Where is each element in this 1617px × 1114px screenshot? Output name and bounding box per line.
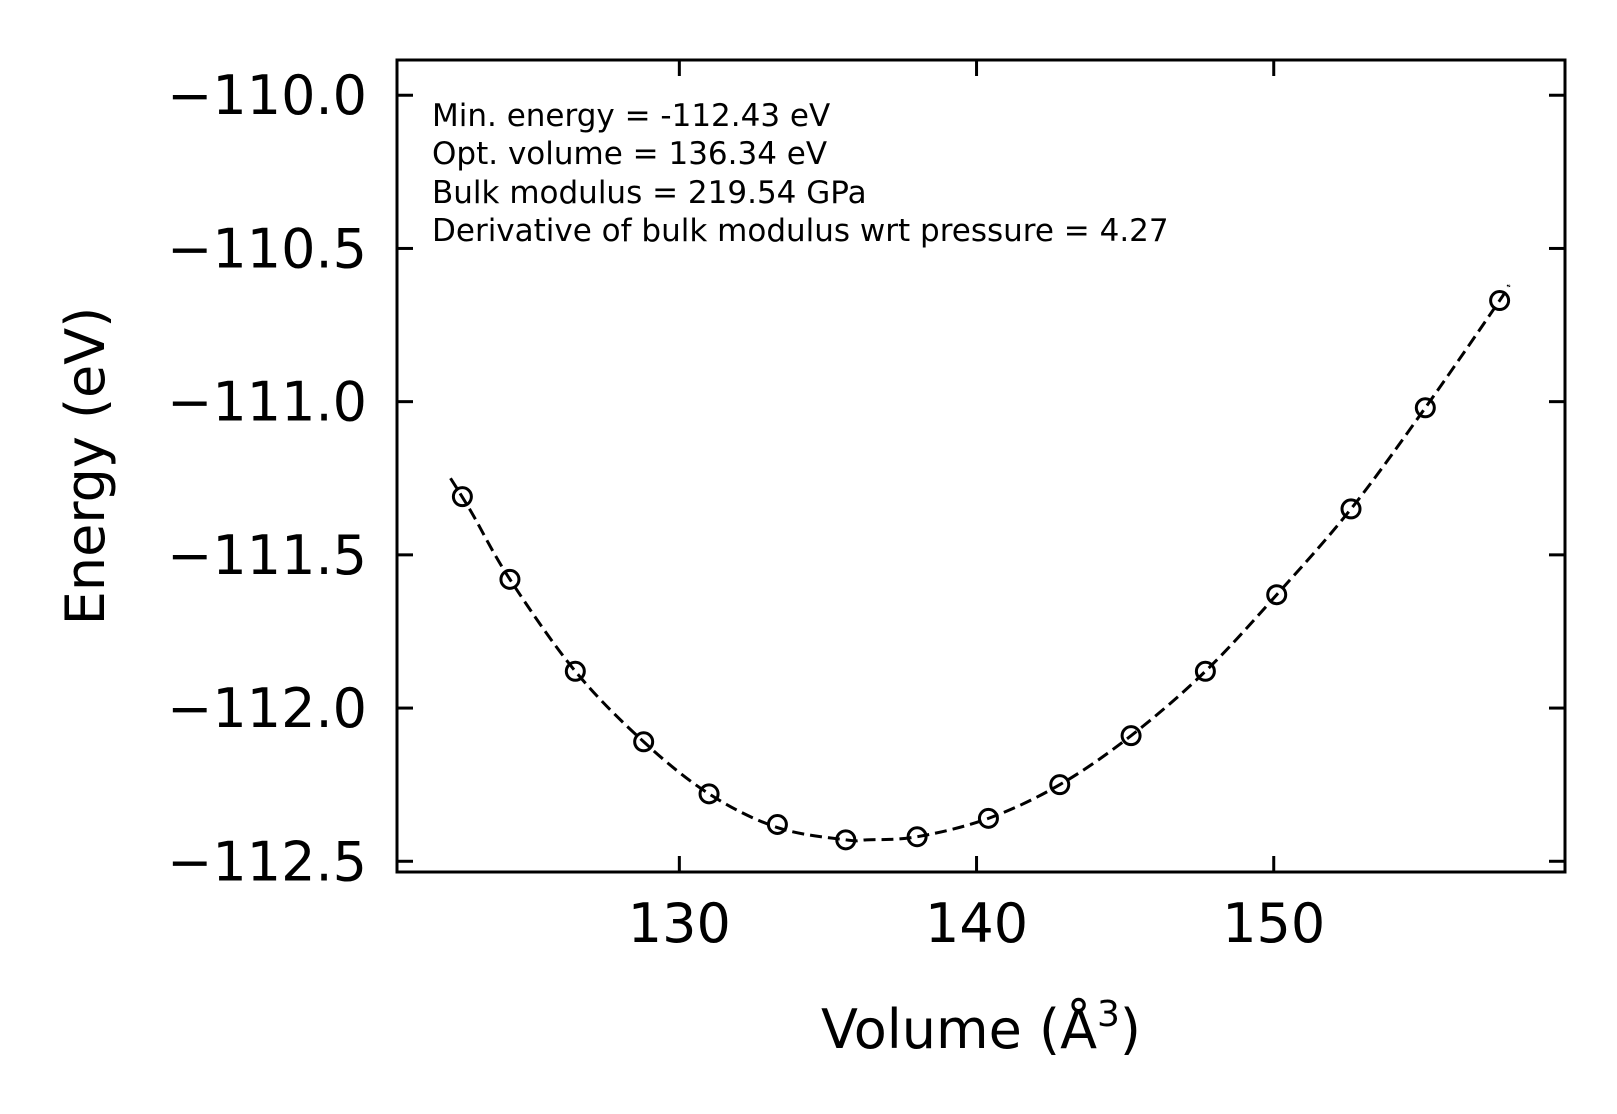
data-point: [906, 826, 928, 848]
data-point: [1049, 774, 1071, 796]
data-point: [451, 486, 473, 508]
data-point: [766, 814, 788, 836]
data-point: [1194, 660, 1216, 682]
axis-ticks: [397, 60, 1565, 872]
annotation-bulk-modulus: Bulk modulus = 219.54 GPa: [432, 175, 867, 211]
data-point: [1489, 290, 1511, 312]
data-point: [835, 829, 857, 851]
data-point: [633, 731, 655, 753]
tick-labels: 130 140 150 −110.0 −110.5 −111.0 −111.5 −112.0 −…: [167, 64, 1325, 955]
data-point: [698, 783, 720, 805]
data-point: [564, 660, 586, 682]
data-point: [1266, 584, 1288, 606]
data-points-layer: [451, 290, 1511, 851]
annotation-min-energy: Min. energy = -112.43 eV: [432, 98, 830, 134]
y-tick-label: −111.0: [167, 371, 367, 434]
annotation-opt-volume: Opt. volume = 136.34 eV: [432, 136, 827, 172]
y-axis-label: Energy (eV): [54, 307, 117, 626]
annotation-bulk-derivative: Derivative of bulk modulus wrt pressure …: [432, 213, 1169, 249]
y-tick-label: −112.5: [167, 830, 367, 893]
data-point: [499, 568, 521, 590]
x-tick-label: 140: [925, 892, 1028, 955]
x-tick-label: 130: [628, 892, 731, 955]
plot-frame: [395, 58, 1567, 874]
x-tick-label: 150: [1222, 892, 1325, 955]
annotation-box: Min. energy = -112.43 eV Opt. volume = 1…: [432, 98, 1169, 249]
fit-curve: [449, 284, 1511, 843]
data-point: [977, 807, 999, 829]
fit-curve-layer: [449, 284, 1511, 843]
y-tick-label: −112.0: [167, 677, 367, 740]
data-point: [1340, 498, 1362, 520]
data-point: [1120, 725, 1142, 747]
y-tick-label: −110.0: [167, 64, 367, 127]
y-tick-label: −110.5: [167, 217, 367, 280]
y-tick-label: −111.5: [167, 524, 367, 587]
data-point: [1414, 397, 1436, 419]
x-axis-label: Volume (Å3): [821, 994, 1141, 1061]
